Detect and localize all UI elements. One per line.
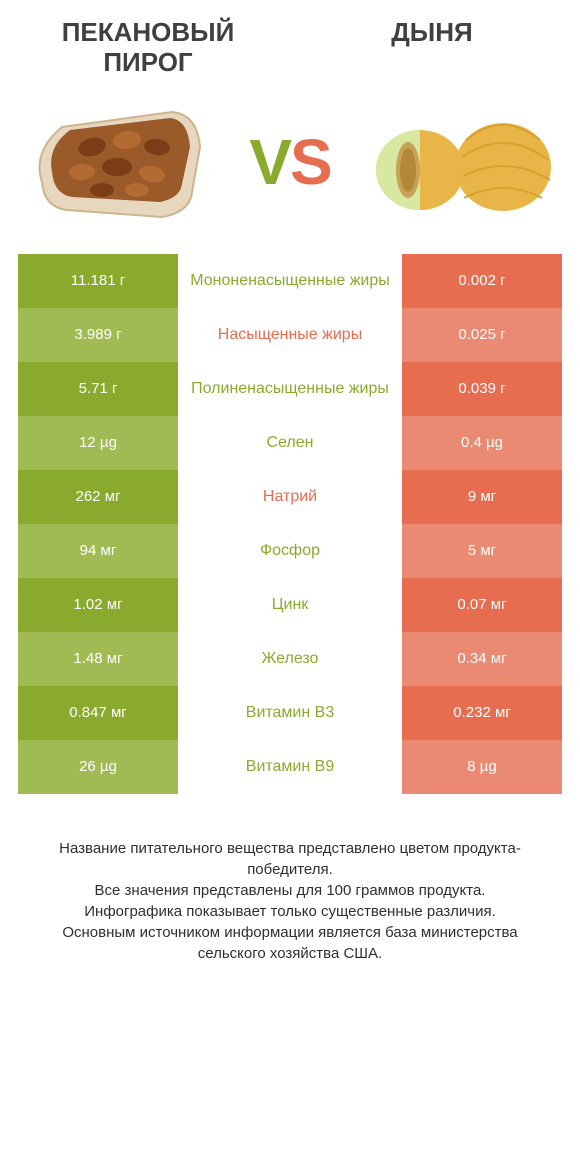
left-value: 1.02 мг	[18, 578, 178, 632]
nutrient-label: Цинк	[178, 578, 402, 632]
table-row: 0.847 мгВитамин B30.232 мг	[18, 686, 562, 740]
right-value: 0.039 г	[402, 362, 562, 416]
nutrient-label: Насыщенные жиры	[178, 308, 402, 362]
nutrient-label: Железо	[178, 632, 402, 686]
right-product-title: ДЫНЯ	[332, 18, 532, 48]
vs-s: S	[290, 125, 331, 199]
left-value: 26 µg	[18, 740, 178, 794]
right-value: 0.34 мг	[402, 632, 562, 686]
right-value: 0.4 µg	[402, 416, 562, 470]
nutrient-label: Полиненасыщенные жиры	[178, 362, 402, 416]
nutrient-label: Витамин B3	[178, 686, 402, 740]
infographic-container: ПЕКАНОВЫЙ ПИРОГ ДЫНЯ VS	[0, 0, 580, 974]
footer-line: Основным источником информации является …	[30, 922, 550, 964]
left-value: 11.181 г	[18, 254, 178, 308]
vs-v: V	[249, 125, 290, 199]
left-value: 94 мг	[18, 524, 178, 578]
footer-line: Инфографика показывает только существенн…	[30, 901, 550, 922]
left-value: 3.989 г	[18, 308, 178, 362]
right-value: 9 мг	[402, 470, 562, 524]
melon-image	[368, 92, 558, 232]
table-row: 262 мгНатрий9 мг	[18, 470, 562, 524]
header-row: ПЕКАНОВЫЙ ПИРОГ ДЫНЯ	[18, 18, 562, 78]
table-row: 12 µgСелен0.4 µg	[18, 416, 562, 470]
nutrient-label: Селен	[178, 416, 402, 470]
table-row: 1.48 мгЖелезо0.34 мг	[18, 632, 562, 686]
table-row: 26 µgВитамин B98 µg	[18, 740, 562, 794]
left-product-title: ПЕКАНОВЫЙ ПИРОГ	[48, 18, 248, 78]
pecan-pie-image	[22, 92, 212, 232]
right-value: 0.07 мг	[402, 578, 562, 632]
images-row: VS	[18, 78, 562, 254]
left-value: 5.71 г	[18, 362, 178, 416]
right-value: 0.025 г	[402, 308, 562, 362]
table-row: 3.989 гНасыщенные жиры0.025 г	[18, 308, 562, 362]
left-value: 12 µg	[18, 416, 178, 470]
right-value: 8 µg	[402, 740, 562, 794]
footer-line: Все значения представлены для 100 граммо…	[30, 880, 550, 901]
left-value: 1.48 мг	[18, 632, 178, 686]
left-value: 0.847 мг	[18, 686, 178, 740]
comparison-table: 11.181 гМононенасыщенные жиры0.002 г3.98…	[18, 254, 562, 794]
table-row: 1.02 мгЦинк0.07 мг	[18, 578, 562, 632]
table-row: 11.181 гМононенасыщенные жиры0.002 г	[18, 254, 562, 308]
left-value: 262 мг	[18, 470, 178, 524]
vs-label: VS	[249, 125, 330, 199]
nutrient-label: Витамин B9	[178, 740, 402, 794]
nutrient-label: Натрий	[178, 470, 402, 524]
footer-line: Название питательного вещества представл…	[30, 838, 550, 880]
right-value: 0.232 мг	[402, 686, 562, 740]
footer-text: Название питательного вещества представл…	[18, 794, 562, 964]
nutrient-label: Мононенасыщенные жиры	[178, 254, 402, 308]
table-row: 94 мгФосфор5 мг	[18, 524, 562, 578]
right-value: 5 мг	[402, 524, 562, 578]
right-value: 0.002 г	[402, 254, 562, 308]
table-row: 5.71 гПолиненасыщенные жиры0.039 г	[18, 362, 562, 416]
nutrient-label: Фосфор	[178, 524, 402, 578]
